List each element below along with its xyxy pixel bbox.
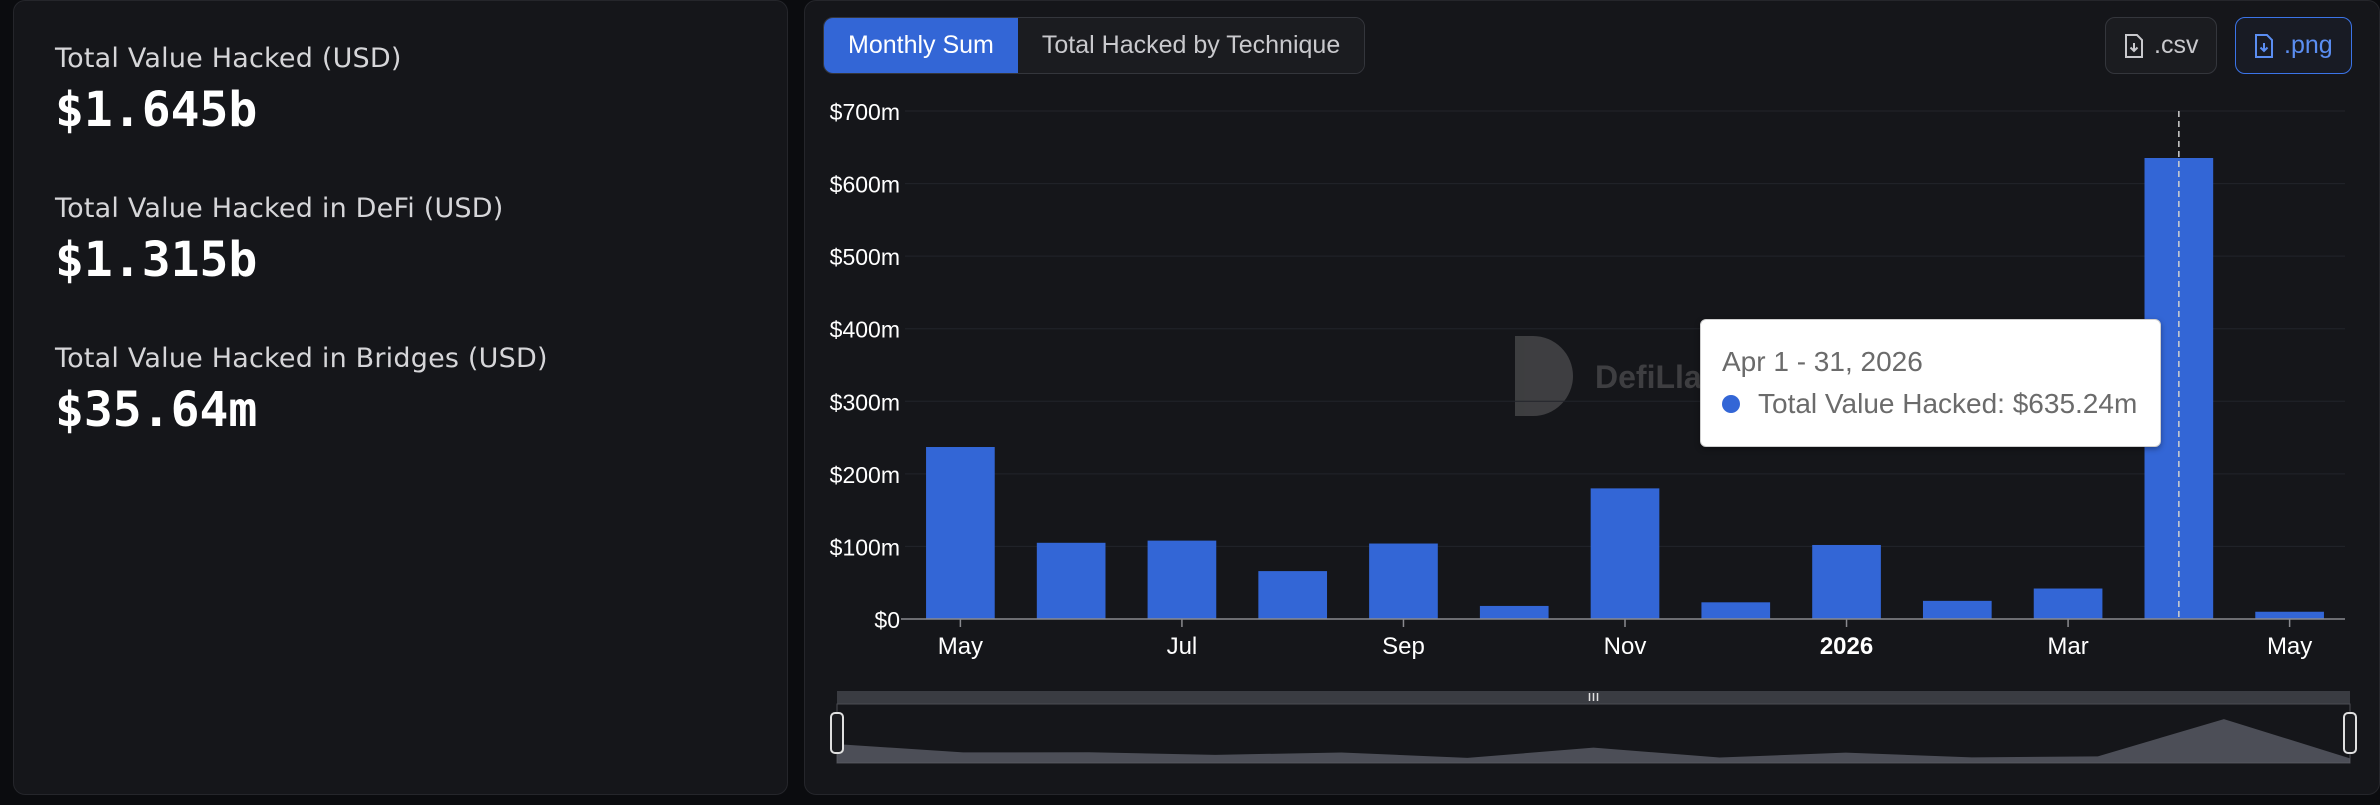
series-dot-icon xyxy=(1722,395,1740,413)
bar-dec-2025[interactable] xyxy=(1701,602,1771,619)
download-png-button[interactable]: .png xyxy=(2235,17,2352,74)
bar-feb-2026[interactable] xyxy=(1922,600,1992,619)
x-tick-label: May xyxy=(2267,633,2312,660)
stat-defi-hacked: Total Value Hacked in DeFi (USD) $1.315b xyxy=(55,193,503,288)
stat-label: Total Value Hacked (USD) xyxy=(55,43,402,74)
y-tick-label: $600m xyxy=(830,172,900,198)
zoom-preview-area xyxy=(837,719,2350,763)
bar-sep-2025[interactable] xyxy=(1369,543,1438,619)
y-tick-label: $500m xyxy=(830,244,900,270)
stat-label: Total Value Hacked in Bridges (USD) xyxy=(55,343,548,374)
bar-nov-2025[interactable] xyxy=(1590,488,1660,619)
download-csv-button[interactable]: .csv xyxy=(2105,17,2218,74)
llama-logo-icon xyxy=(1515,336,1573,416)
y-tick-label: $100m xyxy=(830,534,900,560)
zoom-slider[interactable] xyxy=(830,691,2357,764)
bar-jul-2025[interactable] xyxy=(1147,540,1217,619)
tab-monthly-sum[interactable]: Monthly Sum xyxy=(824,18,1018,73)
tooltip-row: Total Value Hacked: $635.24m xyxy=(1722,388,2137,420)
stat-value: $35.64m xyxy=(55,382,258,438)
y-tick-label: $400m xyxy=(830,317,900,343)
x-tick-label: Nov xyxy=(1604,633,1647,660)
bar-may-2025[interactable] xyxy=(926,447,995,619)
x-tick-label: Jul xyxy=(1167,633,1198,660)
bar-may-2026[interactable] xyxy=(2255,611,2324,619)
tooltip-date: Apr 1 - 31, 2026 xyxy=(1722,346,1923,377)
chart-tabs: Monthly Sum Total Hacked by Technique xyxy=(823,17,1366,74)
zoom-handle-right[interactable] xyxy=(2343,712,2357,754)
summary-panel: Total Value Hacked (USD) $1.645b Total V… xyxy=(13,0,788,795)
y-tick-label: $0 xyxy=(874,607,900,633)
png-label: .png xyxy=(2284,31,2333,59)
tooltip-value: Total Value Hacked: $635.24m xyxy=(1758,388,2138,419)
zoom-handle-left[interactable] xyxy=(830,712,844,754)
stat-total-hacked: Total Value Hacked (USD) $1.645b xyxy=(55,43,402,138)
y-tick-label: $300m xyxy=(830,389,900,415)
x-tick-label: May xyxy=(938,633,983,660)
file-download-icon xyxy=(2125,33,2143,58)
bar-mar-2026[interactable] xyxy=(2033,588,2103,619)
file-download-icon xyxy=(2255,33,2273,58)
x-tick-label: Mar xyxy=(2047,633,2088,660)
stat-value: $1.645b xyxy=(55,82,258,138)
bar-oct-2025[interactable] xyxy=(1479,605,1549,619)
tab-hacked-by-technique[interactable]: Total Hacked by Technique xyxy=(1017,18,1365,73)
x-tick-label: Sep xyxy=(1382,633,1425,660)
stat-label: Total Value Hacked in DeFi (USD) xyxy=(55,193,504,224)
x-tick-label: 2026 xyxy=(1820,633,1873,660)
chart-tooltip: Apr 1 - 31, 2026 Total Value Hacked: $63… xyxy=(1700,319,2161,447)
chart-panel: Monthly Sum Total Hacked by Technique .c… xyxy=(804,0,2380,795)
y-tick-label: $700m xyxy=(830,99,900,125)
bar-jan-2026[interactable] xyxy=(1812,544,1881,619)
stat-value: $1.315b xyxy=(55,232,258,288)
stat-bridges-hacked: Total Value Hacked in Bridges (USD) $35.… xyxy=(55,343,548,438)
bar-aug-2025[interactable] xyxy=(1258,571,1328,619)
bar-jun-2025[interactable] xyxy=(1036,542,1106,619)
y-tick-label: $200m xyxy=(830,462,900,488)
csv-label: .csv xyxy=(2154,31,2199,59)
